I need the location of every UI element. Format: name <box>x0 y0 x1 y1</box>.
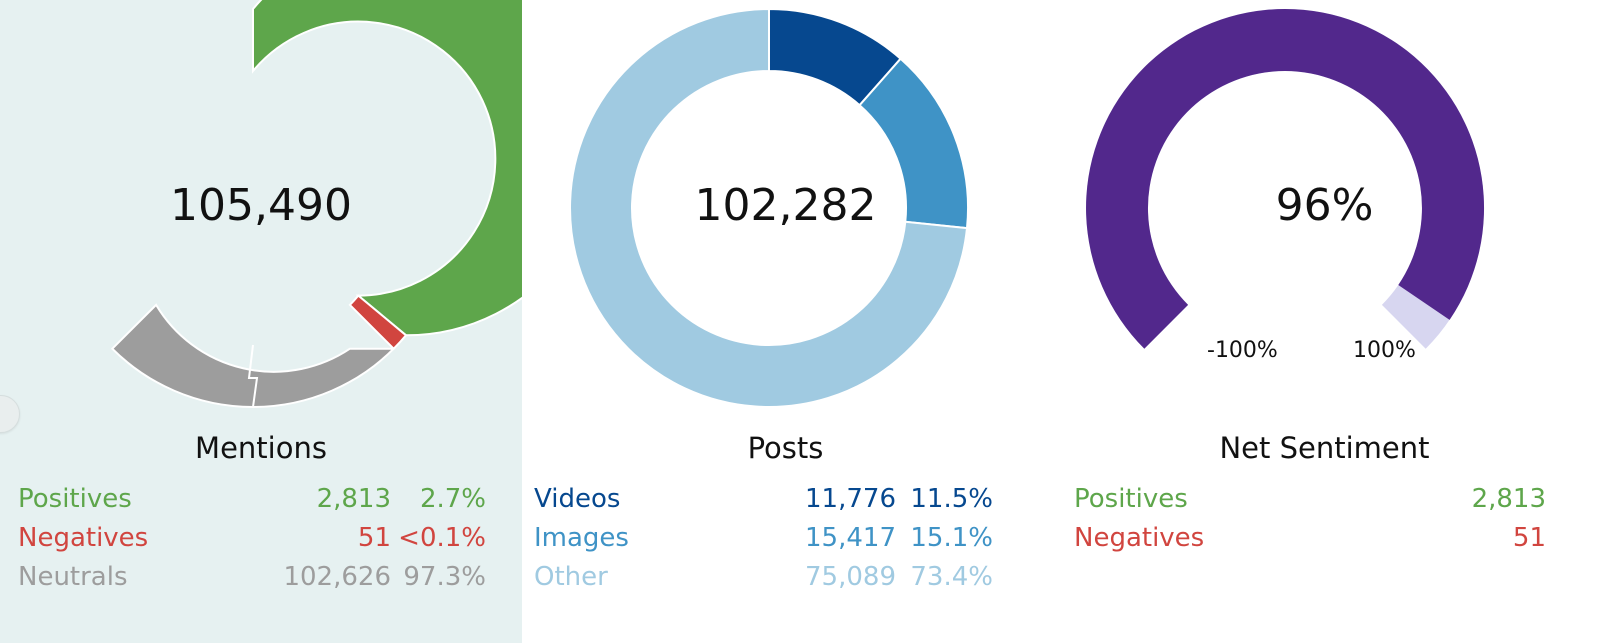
gauge-max-label: 100% <box>1353 338 1416 363</box>
legend-percent: 15.1% <box>910 523 993 553</box>
legend-percent: <0.1% <box>398 523 486 553</box>
legend-label: Videos <box>534 484 621 514</box>
mentions-donut-chart <box>110 0 522 408</box>
legend-label: Positives <box>1074 484 1188 514</box>
axis-break-line <box>247 344 259 408</box>
legend-percent: 2.7% <box>419 484 486 514</box>
posts-other-segment[interactable] <box>569 7 969 408</box>
legend-percent: 11.5% <box>910 484 993 514</box>
mentions-neutral-segment[interactable] <box>110 303 397 408</box>
legend-label: Negatives <box>18 523 149 553</box>
mentions-total: 105,490 <box>170 180 352 231</box>
posts-title: Posts <box>747 431 824 465</box>
mentions-panel: 105,490 Mentions Positives 2,813 2.7% Ne… <box>0 0 522 643</box>
legend-count: 2,813 <box>316 484 391 514</box>
legend-percent: 73.4% <box>910 562 993 592</box>
net-sentiment-value: 96% <box>1275 180 1374 231</box>
legend-count: 75,089 <box>805 562 896 592</box>
net-sentiment-panel: 96% -100% 100% Net Sentiment Positives 2… <box>1049 0 1600 643</box>
legend-label: Negatives <box>1074 523 1205 553</box>
legend-count: 51 <box>357 523 391 553</box>
legend-label: Other <box>534 562 608 592</box>
legend-count: 15,417 <box>805 523 896 553</box>
legend-label: Positives <box>18 484 132 514</box>
legend-count: 51 <box>1512 523 1546 553</box>
legend-percent: 97.3% <box>403 562 486 592</box>
legend-label: Images <box>534 523 629 553</box>
legend-label: Neutrals <box>18 562 128 592</box>
posts-panel: 102,282 Posts Videos 11,776 11.5% Images… <box>522 0 1049 643</box>
net-sentiment-gauge <box>1086 8 1485 349</box>
net-sentiment-title: Net Sentiment <box>1219 431 1430 465</box>
mentions-positive-segment[interactable] <box>252 0 522 337</box>
mentions-title: Mentions <box>195 431 327 465</box>
legend-count: 11,776 <box>805 484 896 514</box>
mentions-negative-segment[interactable] <box>348 294 408 351</box>
posts-donut-chart <box>569 7 970 408</box>
legend-count: 102,626 <box>283 562 391 592</box>
gauge-value-arc[interactable] <box>1086 9 1485 349</box>
legend-count: 2,813 <box>1471 484 1546 514</box>
gauge-min-label: -100% <box>1207 338 1278 363</box>
posts-total: 102,282 <box>694 180 877 231</box>
